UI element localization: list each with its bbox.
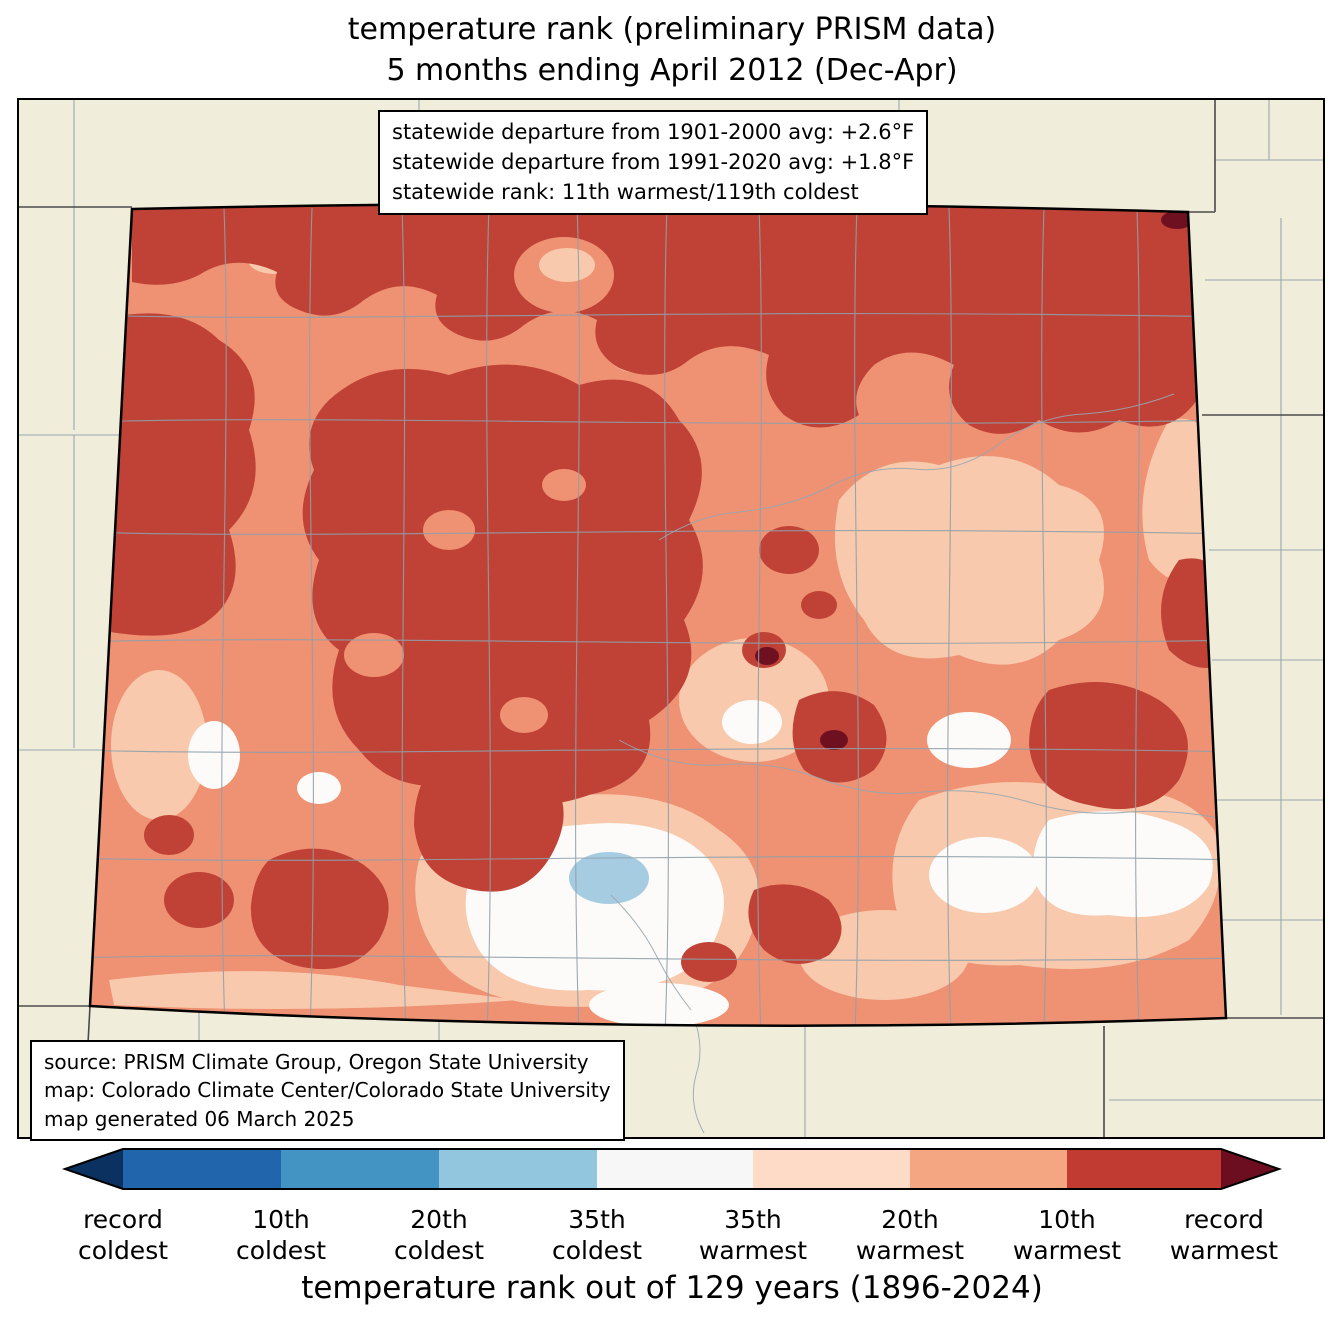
tick-text: record bbox=[1184, 1205, 1264, 1234]
tick-text: coldest bbox=[551, 1236, 643, 1265]
tick-20th-coldest: 20th coldest bbox=[354, 1204, 524, 1266]
colorbar-axis-label: temperature rank out of 129 years (1896-… bbox=[301, 1270, 1043, 1306]
tick-text: warmest bbox=[855, 1236, 965, 1265]
tick-10th-coldest: 10th coldest bbox=[196, 1204, 366, 1266]
tick-text: 10th bbox=[252, 1205, 310, 1234]
tick-text: record bbox=[83, 1205, 163, 1234]
tick-text: 20th bbox=[881, 1205, 939, 1234]
county-boundaries bbox=[90, 203, 1226, 1026]
temperature-rank-surface bbox=[90, 203, 1226, 1026]
statewide-stats-box: statewide departure from 1901-2000 avg: … bbox=[378, 110, 929, 216]
tick-text: 20th bbox=[410, 1205, 468, 1234]
tick-record-coldest: record coldest bbox=[38, 1204, 208, 1266]
tick-text: warmest bbox=[1169, 1236, 1279, 1265]
page-title: temperature rank (preliminary PRISM data… bbox=[347, 12, 997, 47]
colorbar-segment-middle bbox=[597, 1149, 753, 1189]
tick-20th-warmest: 20th warmest bbox=[825, 1204, 995, 1266]
tick-text: 35th bbox=[724, 1205, 782, 1234]
stats-line-1: statewide departure from 1901-2000 avg: … bbox=[392, 120, 915, 144]
tick-10th-warmest: 10th warmest bbox=[982, 1204, 1152, 1266]
river-lines bbox=[610, 393, 1226, 1011]
source-credit-box: source: PRISM Climate Group, Oregon Stat… bbox=[30, 1040, 625, 1142]
stats-line-2: statewide departure from 1991-2020 avg: … bbox=[392, 149, 915, 174]
tick-35th-warmest: 35th warmest bbox=[668, 1204, 838, 1266]
page-subtitle: 5 months ending April 2012 (Dec-Apr) bbox=[386, 53, 958, 88]
colorbar-outline bbox=[61, 1148, 1283, 1190]
colorbar-segment-20th-35th-coldest bbox=[439, 1149, 597, 1189]
tick-text: warmest bbox=[698, 1236, 808, 1265]
map-frame bbox=[17, 98, 1325, 1139]
source-line-1: source: PRISM Climate Group, Oregon Stat… bbox=[44, 1050, 589, 1074]
source-line-3: map generated 06 March 2025 bbox=[44, 1106, 355, 1131]
colorbar-segment-20th-10th-warmest bbox=[910, 1149, 1067, 1189]
stats-line-3: statewide rank: 11th warmest/119th colde… bbox=[392, 179, 859, 204]
colorbar-segment-10th-record-warmest bbox=[1067, 1149, 1221, 1189]
tick-record-warmest: record warmest bbox=[1139, 1204, 1309, 1266]
tick-text: 35th bbox=[568, 1205, 626, 1234]
tick-text: coldest bbox=[393, 1236, 485, 1265]
tick-text: 10th bbox=[1038, 1205, 1096, 1234]
colorado-map bbox=[19, 100, 1323, 1137]
cool-rank-patch bbox=[569, 852, 649, 904]
rank-colorbar bbox=[61, 1148, 1283, 1190]
colorbar-arrow-record-coldest bbox=[65, 1149, 123, 1189]
colorbar-segment-record-10th-coldest bbox=[123, 1149, 281, 1189]
tick-35th-coldest: 35th coldest bbox=[512, 1204, 682, 1266]
tick-text: warmest bbox=[1012, 1236, 1122, 1265]
tick-text: coldest bbox=[77, 1236, 169, 1265]
source-line-2: map: Colorado Climate Center/Colorado St… bbox=[44, 1078, 611, 1103]
colorbar-segment-35th-20th-warmest bbox=[753, 1149, 910, 1189]
tick-text: coldest bbox=[235, 1236, 327, 1265]
colorbar-arrow-record-warmest bbox=[1221, 1149, 1279, 1189]
colorbar-segment-10th-20th-coldest bbox=[281, 1149, 439, 1189]
